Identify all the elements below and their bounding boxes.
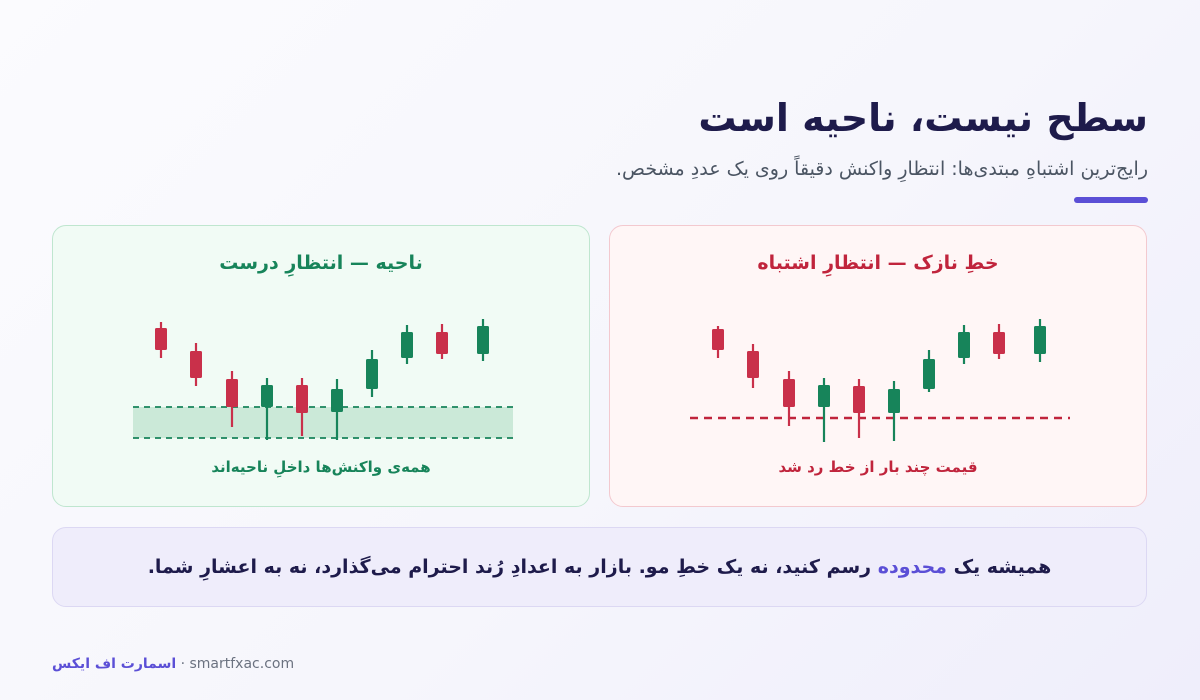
accent-underline: [1074, 197, 1148, 203]
page-title: سطح نیست، ناحیه است: [698, 96, 1148, 140]
zone-candle-body: [226, 379, 238, 407]
thin-line-candle-4: [818, 378, 830, 442]
zone-candle-8: [401, 325, 413, 364]
zone-candle-3: [226, 371, 238, 427]
thin-line-candle-body: [783, 379, 795, 407]
zone-panel-title: ناحیه — انتظارِ درست: [219, 252, 423, 274]
zone-panel-caption: همه‌ی واکنش‌ها داخلِ ناحیه‌اند: [211, 458, 431, 476]
zone-candle-2: [190, 343, 202, 386]
tip-text-before: همیشه یک: [953, 556, 1052, 578]
zone-candle-body: [331, 389, 343, 412]
zone-candle-body: [366, 359, 378, 389]
tip-highlight: محدوده: [877, 556, 947, 578]
thin-line-candle-body: [888, 389, 900, 413]
zone-candle-body: [477, 326, 489, 354]
zone-candle-body: [155, 328, 167, 350]
thin-line-candle-9: [993, 324, 1005, 359]
zone-chart: [133, 319, 513, 440]
footer-site: smartfxac.com: [189, 656, 295, 672]
tip-text-after: رسم کنید، نه یک خطِ مو. بازار به اعدادِ …: [147, 556, 872, 578]
thin-line-candle-body: [712, 329, 724, 350]
thin-line-candle-body: [818, 385, 830, 407]
thin-line-candle-body: [747, 351, 759, 378]
zone-candle-body: [190, 351, 202, 378]
thin-line-panel-caption: قیمت چند بار از خط رد شد: [778, 458, 978, 476]
tip-banner: همیشه یک محدوده رسم کنید، نه یک خطِ مو. …: [52, 527, 1147, 607]
zone-candle-body: [436, 332, 448, 354]
zone-candle-10: [477, 319, 489, 361]
zone-candle-4: [261, 378, 273, 440]
thin-line-chart: [690, 319, 1070, 442]
zone-candle-body: [261, 385, 273, 407]
zone-candle-body: [401, 332, 413, 358]
thin-line-candle-body: [993, 332, 1005, 354]
thin-line-panel-title: خطِ نازک — انتظارِ اشتباه: [757, 252, 999, 274]
footer-brand: اسمارت اف ایکس: [52, 656, 177, 672]
zone-panel: ناحیه — انتظارِ درست همه‌ی واکنش‌ها داخل…: [52, 225, 590, 507]
zone-candle-7: [366, 350, 378, 397]
footer-separator: ·: [180, 656, 186, 672]
page-subtitle: رایج‌ترین اشتباهِ مبتدی‌ها: انتظارِ واکن…: [616, 158, 1148, 180]
thin-line-candle-2: [747, 344, 759, 388]
thin-line-candle-1: [712, 326, 724, 358]
thin-line-candle-8: [958, 325, 970, 364]
thin-line-candle-7: [923, 350, 935, 392]
footer: اسمارت اف ایکس · smartfxac.com: [52, 656, 294, 672]
thin-line-candle-10: [1034, 319, 1046, 362]
zone-candle-1: [155, 322, 167, 358]
thin-line-candle-5: [853, 379, 865, 438]
zone-band: [133, 407, 513, 438]
thin-line-candle-body: [923, 359, 935, 389]
thin-line-candle-6: [888, 381, 900, 441]
zone-candle-6: [331, 379, 343, 440]
zone-candle-9: [436, 324, 448, 359]
thin-line-candle-3: [783, 371, 795, 426]
thin-line-candle-body: [853, 386, 865, 413]
thin-line-candle-body: [958, 332, 970, 358]
thin-line-panel: خطِ نازک — انتظارِ اشتباه قیمت چند بار ا…: [609, 225, 1147, 507]
zone-candle-body: [296, 385, 308, 413]
thin-line-candle-body: [1034, 326, 1046, 354]
zone-candle-5: [296, 378, 308, 436]
